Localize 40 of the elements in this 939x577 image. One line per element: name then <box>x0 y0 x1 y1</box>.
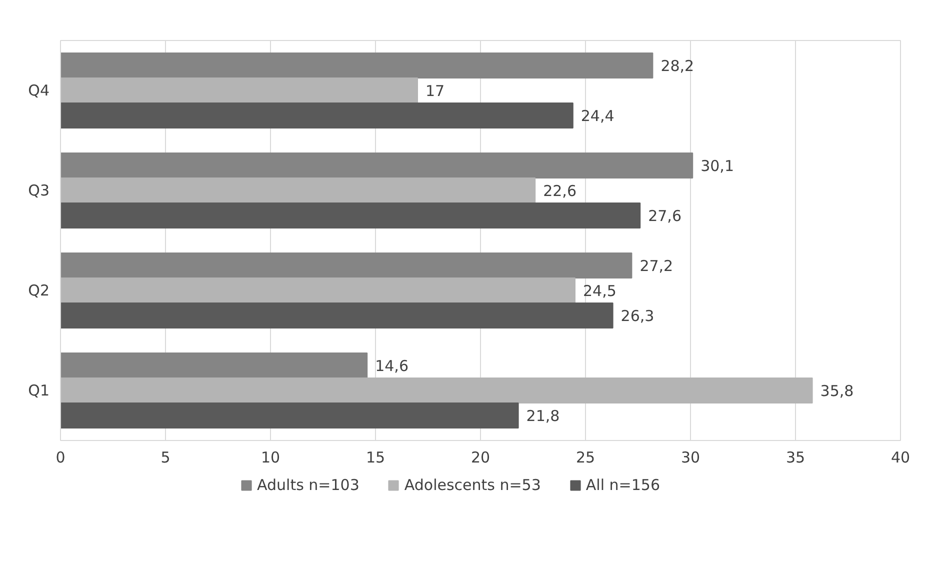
bar <box>60 352 368 378</box>
data-label: 14,6 <box>375 357 409 375</box>
y-tick-label: Q4 <box>28 82 50 100</box>
x-tick-label: 25 <box>576 448 596 466</box>
bar <box>60 202 641 228</box>
x-tick-label: 30 <box>680 448 700 466</box>
data-label: 17 <box>426 82 445 100</box>
data-label: 21,8 <box>526 407 560 425</box>
data-label: 24,5 <box>583 282 616 300</box>
y-tick-label: Q2 <box>28 282 50 300</box>
bar <box>60 278 576 304</box>
bar <box>60 52 654 78</box>
bar <box>60 302 614 328</box>
data-label: 28,2 <box>660 57 694 75</box>
data-label: 27,6 <box>648 207 682 225</box>
bar <box>60 102 574 128</box>
data-label: 30,1 <box>700 157 734 175</box>
data-label: 26,3 <box>620 307 654 325</box>
data-label: 22,6 <box>543 182 577 200</box>
x-tick-label: 20 <box>470 448 490 466</box>
x-tick-label: 5 <box>160 448 170 466</box>
data-label: 35,8 <box>820 382 854 400</box>
data-label: 27,2 <box>640 257 674 275</box>
bar <box>60 178 536 204</box>
legend-label: Adults n=103 <box>257 476 360 494</box>
bar <box>60 78 418 104</box>
legend-label: Adolescents n=53 <box>404 476 541 494</box>
x-tick-label: 10 <box>260 448 280 466</box>
bar <box>60 152 694 178</box>
data-label: 24,4 <box>580 107 614 125</box>
legend-label: All n=156 <box>586 476 660 494</box>
x-tick-label: 40 <box>890 448 910 466</box>
x-tick-label: 15 <box>366 448 386 466</box>
bar <box>60 402 519 428</box>
y-tick-label: Q3 <box>28 182 50 200</box>
x-tick-label: 35 <box>786 448 806 466</box>
x-tick-label: 0 <box>56 448 66 466</box>
bar <box>60 252 632 278</box>
y-tick-label: Q1 <box>28 382 50 400</box>
bar <box>60 378 813 404</box>
